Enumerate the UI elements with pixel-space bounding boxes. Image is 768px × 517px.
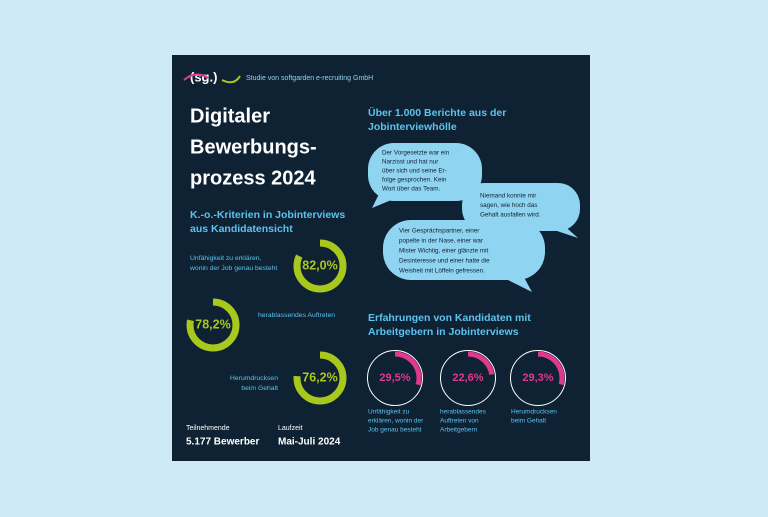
quote-line: Mister Wichtig, einer glänzte mit bbox=[399, 248, 488, 255]
quote-line: Wort über das Team. bbox=[382, 186, 440, 193]
logo-swoosh bbox=[221, 75, 241, 84]
title: prozess 2024 bbox=[190, 167, 317, 189]
bubble-tail bbox=[500, 270, 532, 292]
ring-track bbox=[440, 350, 496, 406]
quote-line: über sich und seine Er- bbox=[382, 168, 447, 175]
item-label: Job genau besteht bbox=[368, 427, 422, 434]
item-label: beim Gehalt bbox=[241, 385, 278, 392]
bubbles bbox=[368, 143, 580, 292]
item-label: Auftreten von bbox=[440, 418, 479, 425]
item-label: beim Gehalt bbox=[511, 418, 546, 425]
item-label: erklären, wonin der bbox=[368, 418, 424, 425]
quote-line: Vier Gesprächspartner, einer bbox=[399, 228, 479, 235]
quote-line: popelte in der Nase, einer war bbox=[399, 238, 483, 245]
section-heading: Jobinterviewhölle bbox=[368, 121, 457, 133]
ring-track bbox=[367, 350, 423, 406]
bubble bbox=[383, 220, 545, 280]
item-label: herablassendes Auftreten bbox=[258, 312, 335, 319]
ring-arc bbox=[441, 351, 495, 405]
section-heading: Erfahrungen von Kandidaten mit bbox=[368, 312, 531, 324]
item-label: Unfähigkeit zu bbox=[368, 409, 410, 416]
publisher: Studie von softgarden e-recruiting GmbH bbox=[246, 75, 373, 82]
ring-arc bbox=[293, 351, 347, 405]
quote-line: sagen, wie hoch das bbox=[480, 202, 537, 209]
ring-arc bbox=[368, 351, 422, 405]
ring-track bbox=[510, 350, 566, 406]
bubble bbox=[462, 183, 580, 231]
ring-value: 22,6% bbox=[452, 372, 483, 384]
quote-line: folge gesprochen. Kein bbox=[382, 177, 447, 184]
title: Digitaler bbox=[190, 105, 270, 127]
quote-line: Weisheit mit Löffeln gefressen. bbox=[399, 268, 485, 275]
section-heading: Über 1.000 Berichte aus der bbox=[368, 106, 506, 119]
period: Mai-Juli 2024 bbox=[278, 437, 341, 448]
participants: 5.177 Bewerber bbox=[186, 437, 259, 448]
quote-line: Der Vorgesetzte war ein bbox=[382, 150, 450, 157]
item-label: Unfähigkeit zu erklären, bbox=[190, 255, 262, 262]
ring-value: 76,2% bbox=[302, 370, 337, 384]
bubble bbox=[368, 143, 482, 201]
ring-arc bbox=[293, 239, 347, 293]
section-heading: aus Kandidatensicht bbox=[190, 223, 293, 235]
section-heading: K.-o.-Kriterien in Jobinterviews bbox=[190, 209, 345, 221]
item-label: herablassendes bbox=[440, 409, 487, 416]
ring-value: 29,3% bbox=[522, 372, 553, 384]
quote-line: Gehalt ausfallen wird. bbox=[480, 212, 541, 219]
item-label: wonin der Job genau besteht bbox=[189, 265, 277, 272]
section-heading: Arbeitgebern in Jobinterviews bbox=[368, 326, 519, 338]
logo: (sg.) bbox=[190, 69, 217, 84]
quote-line: Narzisst und hat nur bbox=[382, 159, 438, 166]
item-label: Herumdrucksen bbox=[511, 409, 557, 416]
item-label: Arbeitgebern bbox=[440, 427, 478, 434]
ring-arc bbox=[511, 351, 565, 405]
quote-line: Niemand konnte mir bbox=[480, 193, 536, 200]
ring-value: 78,2% bbox=[195, 317, 230, 331]
quote-line: Desinteresse und einer hatte die bbox=[399, 258, 490, 265]
bubble-tail bbox=[548, 222, 578, 238]
logo-swoosh bbox=[183, 73, 209, 81]
item-label: Herumdrucksen bbox=[230, 375, 278, 382]
bubble-tail bbox=[372, 192, 396, 208]
title: Bewerbungs- bbox=[190, 136, 317, 158]
period-label: Laufzeit bbox=[278, 425, 303, 432]
participants-label: Teilnehmende bbox=[186, 425, 230, 432]
ring-value: 29,5% bbox=[379, 372, 410, 384]
ring-value: 82,0% bbox=[302, 258, 337, 272]
ring-arc bbox=[186, 298, 240, 352]
